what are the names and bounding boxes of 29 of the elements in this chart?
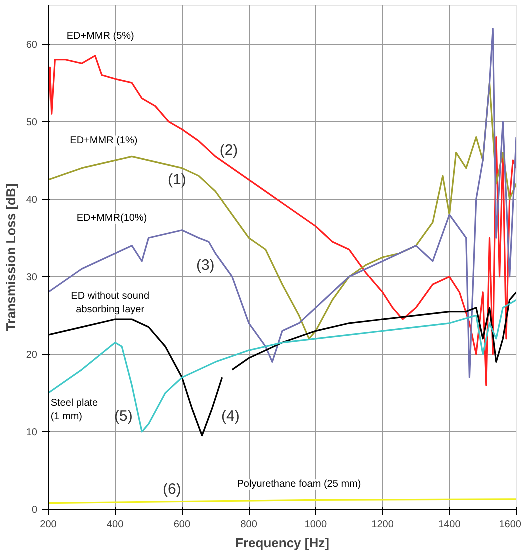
y-tick-label: 60 xyxy=(26,40,38,51)
series-label: ED without sound absorbing layer xyxy=(71,291,150,316)
x-tick-label: 200 xyxy=(40,520,58,530)
y-axis-title: Transmission Loss [dB] xyxy=(3,184,18,332)
series-label: Polyurethane foam (25 mm) xyxy=(237,479,362,490)
series-label: ED+MMR(10%) xyxy=(76,213,148,224)
series-label: ED+MMR (5%) xyxy=(66,31,134,42)
y-tick-label: 10 xyxy=(26,427,38,438)
x-tick-label: 400 xyxy=(107,520,124,530)
x-tick-label: 1000 xyxy=(304,520,328,530)
annotation: (6) xyxy=(163,480,182,498)
x-tick-label: 600 xyxy=(174,520,191,530)
series-label: Steel plate (1 mm) xyxy=(50,398,99,422)
y-tick-label: 50 xyxy=(26,117,38,128)
annotation: (2) xyxy=(220,142,238,159)
annotation: (5) xyxy=(114,408,133,425)
series-label: ED+MMR (1%) xyxy=(70,136,138,147)
y-tick-label: 0 xyxy=(32,505,38,516)
x-tick-label: 1200 xyxy=(372,520,394,530)
y-tick-label: 40 xyxy=(26,194,38,206)
x-axis-title: Frequency [Hz] xyxy=(236,536,330,550)
y-tick-label: 30 xyxy=(26,272,38,284)
x-tick-label: 1600 xyxy=(499,520,521,530)
x-tick-label: 800 xyxy=(240,520,258,530)
annotation: (4) xyxy=(222,408,240,425)
y-tick-label: 20 xyxy=(26,350,38,361)
annotation: (1) xyxy=(168,171,186,188)
x-tick-label: 1400 xyxy=(438,520,462,530)
annotation: (3) xyxy=(196,256,215,274)
